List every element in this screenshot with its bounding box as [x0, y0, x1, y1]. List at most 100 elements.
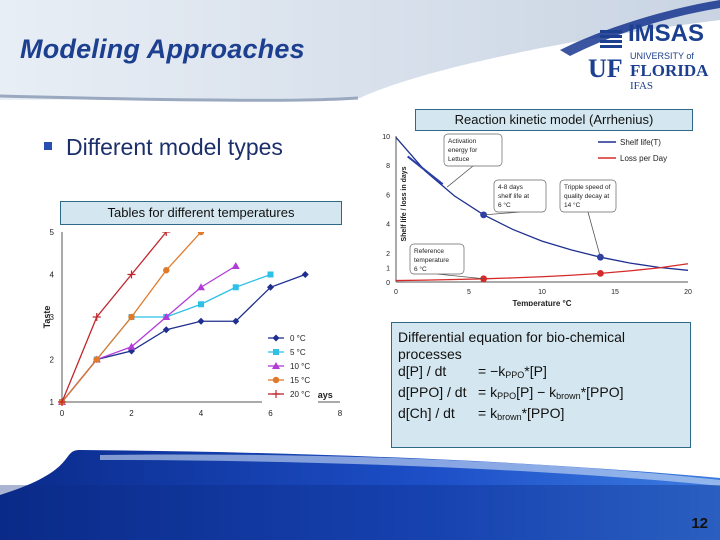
callout-text: Tripple speed of quality decay at 14 °C: [564, 184, 611, 209]
data-point: [272, 334, 280, 342]
x-tick-label: 2: [129, 409, 134, 418]
x-tick-label: 8: [338, 409, 343, 418]
highlight-point: [597, 253, 604, 261]
data-point: [162, 232, 171, 236]
data-point: [267, 271, 274, 278]
eq1-sub1: PPO: [505, 370, 525, 380]
x-tick-label: 6: [268, 409, 273, 418]
logo-ifas-text: IFAS: [630, 80, 654, 92]
y-tick-label: 1: [386, 265, 390, 272]
legend-entry: Loss per Day: [620, 154, 667, 163]
legend: 0 °C 5 °C 10 °C 15 °C 20 °C: [262, 328, 318, 408]
equation-1: d[P] / dt = −kPPO*[P]: [398, 363, 684, 384]
callout-line: shelf life at: [498, 193, 529, 200]
footer-highlight: [100, 454, 720, 486]
equation-intro-line2: processes: [398, 346, 462, 362]
data-point: [163, 267, 170, 274]
legend-background: [262, 328, 318, 408]
callout-box: [443, 133, 503, 167]
callout-line: 6 °C: [414, 265, 427, 273]
equation-box: Differential equation for bio-chemical p…: [391, 322, 691, 448]
y-axis-label: Shelf life / loss in days: [401, 166, 408, 241]
legend-entry: Shelf life(T): [620, 138, 661, 147]
header-band: [0, 0, 720, 100]
callout-line: Tripple speed of: [564, 184, 611, 191]
legend-entry: 15 °C: [290, 376, 310, 385]
eq2-lhs: d[PPO] / dt: [398, 384, 467, 400]
x-tick-label: 10: [538, 289, 546, 296]
callout-line: 14 °C: [564, 201, 581, 209]
data-point: [93, 356, 100, 363]
eq1-rhs-pre: = −k: [478, 363, 506, 379]
annotation-callout: Reference temperature 6 °C: [409, 243, 484, 280]
equation-2: d[PPO] / dt = kPPO[P] − kbrown*[PPO]: [398, 384, 684, 405]
y-tick-label: 8: [386, 163, 390, 170]
legend-entry: 5 °C: [290, 348, 306, 357]
arrhenius-chart: 0 1 2 4 6 8 10 0 5 10 15 20 Shelf life / loss in day…: [372, 128, 694, 306]
data-point: [231, 262, 240, 269]
data-point: [162, 326, 170, 334]
bullet-square-icon: [44, 141, 52, 150]
logo-university-text: UNIVERSITY of: [630, 51, 694, 61]
activation-arrow: [407, 155, 444, 185]
eq3-sub1: brown: [497, 412, 522, 422]
footer-band: [0, 450, 720, 540]
callout-line: 4-8 days: [498, 184, 524, 191]
series-line: [395, 137, 689, 271]
data-point: [301, 271, 309, 278]
callout-pointer: [483, 211, 521, 216]
x-tick-label: 5: [467, 289, 471, 296]
logo-mark-icon: [600, 30, 622, 48]
tables-label-box: Tables for different temperatures: [60, 201, 342, 225]
logo-imsas-text: IMSAS: [628, 20, 705, 47]
bullet-item: Different model types: [44, 134, 283, 161]
y-tick-label: 10: [382, 134, 390, 141]
highlight-point: [597, 269, 604, 277]
data-point: [273, 349, 279, 355]
annotation-callout: Activation energy for Lettuce: [443, 133, 503, 188]
chart-background: [372, 128, 694, 306]
callout-line: temperature: [414, 257, 449, 264]
series-20C: [58, 232, 171, 406]
data-point: [127, 270, 136, 279]
callout-line: quality decay at: [564, 193, 609, 200]
y-tick-label: 0: [386, 280, 390, 287]
callout-pointer: [446, 165, 474, 188]
y-tick-label: 2: [386, 251, 390, 258]
taste-chart: 1 2 3 4 5 0 2 4 6 8 Taste Days 0 °C 5 °C 10 °C 15 °C 20 …: [42, 228, 343, 418]
x-tick-label: 0: [60, 409, 65, 418]
eq2-rhs-pre: = k: [478, 384, 498, 400]
callout-line: Activation: [448, 138, 477, 145]
header-line: [0, 94, 359, 102]
callout-box: [559, 179, 617, 213]
x-tick-label: 20: [684, 289, 692, 296]
data-point: [197, 317, 205, 325]
data-point: [272, 376, 280, 384]
callout-line: energy for: [448, 147, 478, 154]
data-point: [197, 232, 205, 236]
data-point: [232, 284, 239, 291]
annotation-callout: 4-8 days shelf life at 6 °C: [483, 179, 547, 216]
callout-line: 6 °C: [498, 201, 511, 209]
y-tick-label: 1: [50, 398, 55, 407]
data-point: [197, 283, 205, 291]
data-point: [272, 390, 280, 398]
callout-line: Reference: [414, 248, 444, 255]
x-tick-label: 4: [199, 409, 204, 418]
data-point: [92, 313, 101, 321]
y-tick-label: 4: [386, 222, 390, 229]
callout-text: 4-8 days shelf life at 6 °C: [498, 184, 529, 209]
y-tick-label: 4: [50, 271, 55, 280]
data-point: [272, 362, 280, 369]
y-tick-label: 5: [50, 228, 55, 237]
y-tick-label: 3: [50, 313, 55, 322]
footer-shadow: [0, 485, 720, 540]
data-point: [267, 283, 274, 291]
eq2-mid: [P] − k: [516, 384, 557, 400]
bullet-text: Different model types: [66, 134, 283, 160]
callout-box: [493, 179, 547, 213]
kinetic-label-box: Reaction kinetic model (Arrhenius): [415, 109, 693, 131]
annotation-callout: Tripple speed of quality decay at 14 °C: [559, 179, 617, 258]
logo-uf-text: UF: [588, 54, 623, 83]
